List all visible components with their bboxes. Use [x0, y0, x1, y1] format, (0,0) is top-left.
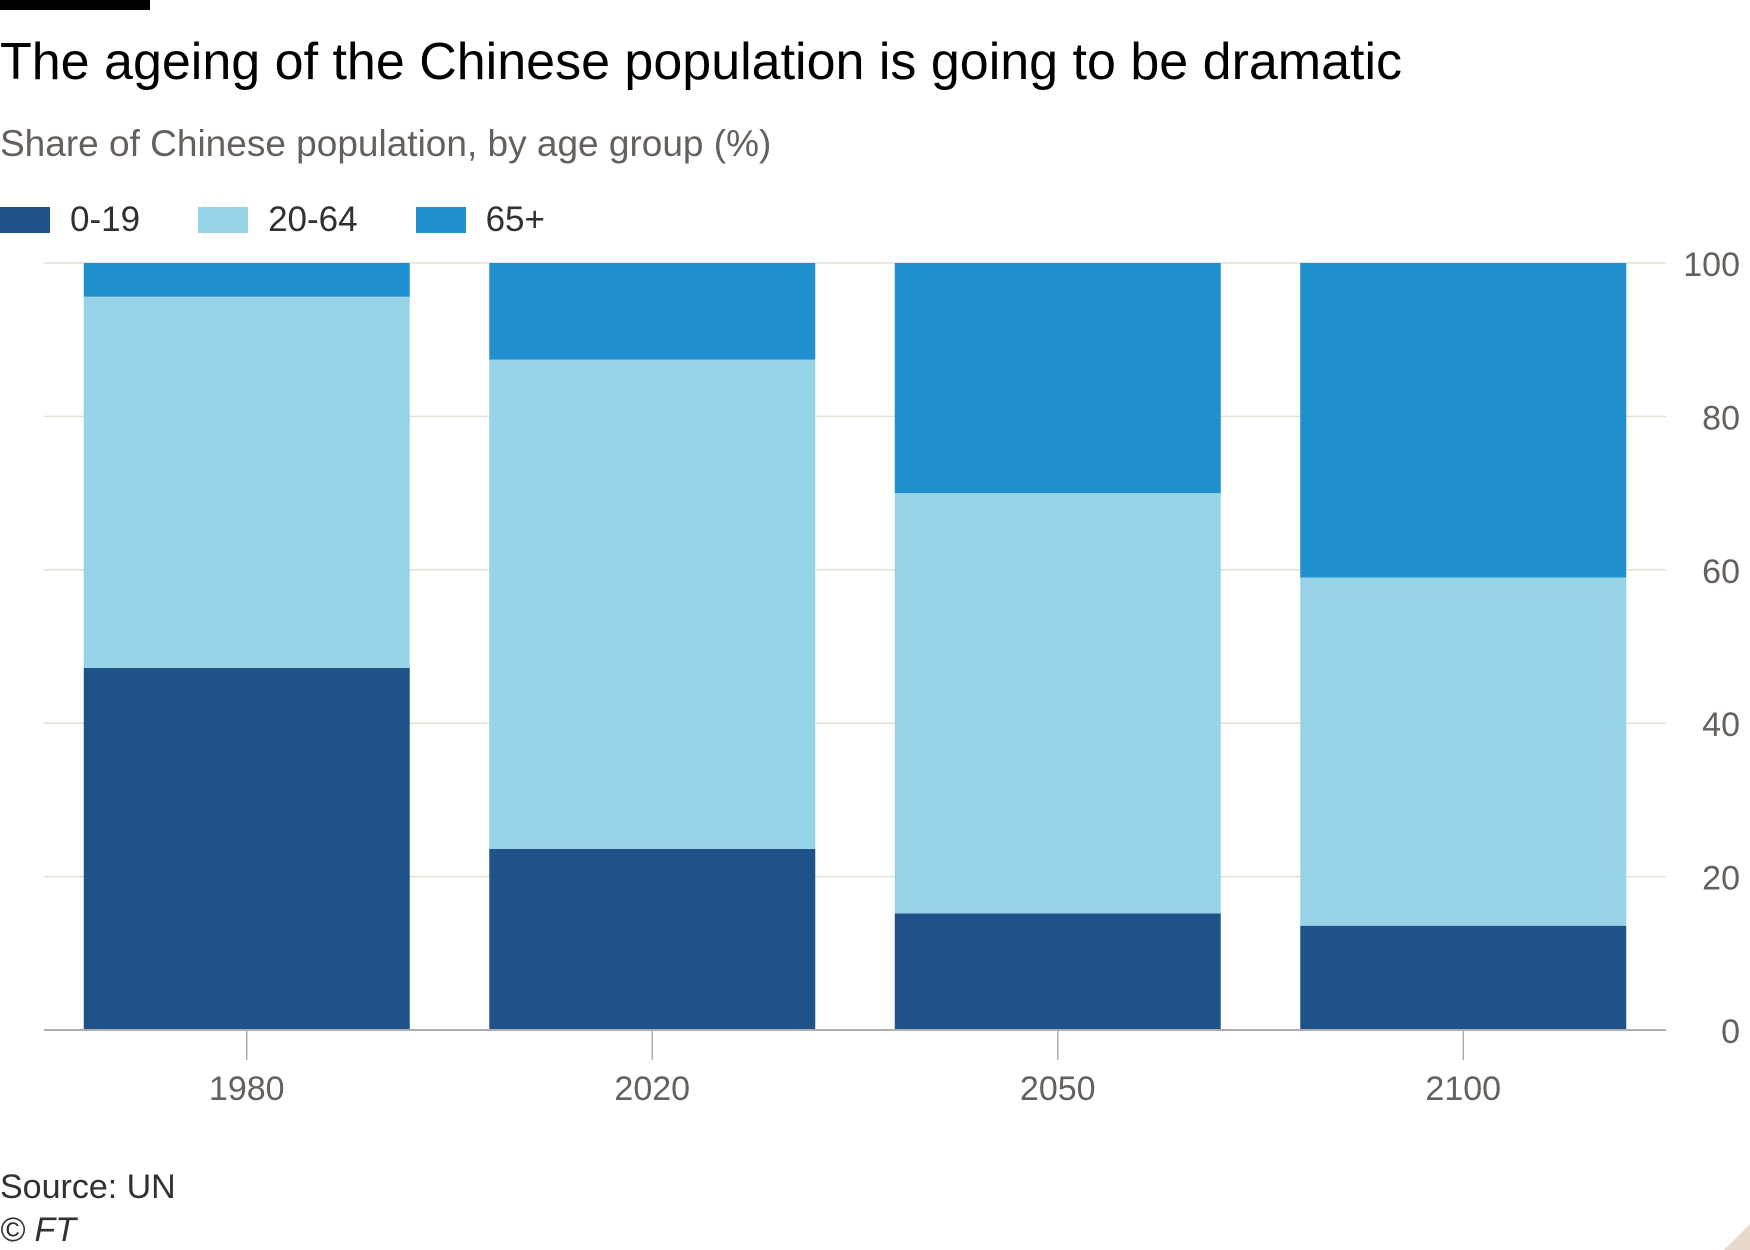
- top-rule: [0, 0, 150, 10]
- bar-2100-65-plus: [1300, 263, 1627, 578]
- bar-2020-0-19: [489, 848, 816, 1030]
- bar-2100-0-19: [1300, 925, 1627, 1030]
- x-tick-label-2050: 2050: [1020, 1070, 1096, 1108]
- y-tick-label-60: 60: [1702, 553, 1740, 591]
- y-tick-label-40: 40: [1702, 706, 1740, 744]
- corner-mark: [1724, 1224, 1750, 1250]
- legend-swatch-65-plus: [415, 207, 466, 233]
- source-note: Source: UN: [0, 1168, 176, 1206]
- legend-swatch-0-19: [0, 207, 50, 233]
- legend-label-20-64: 20-64: [268, 200, 358, 239]
- y-tick-label-20: 20: [1702, 860, 1740, 898]
- bar-2020-20-64: [489, 359, 816, 849]
- bar-2020-65-plus: [489, 263, 816, 360]
- chart-title: The ageing of the Chinese population is …: [0, 33, 1403, 91]
- legend-label-0-19: 0-19: [70, 200, 141, 239]
- legend-swatch-20-64: [198, 207, 249, 233]
- bar-2050-65-plus: [894, 263, 1221, 494]
- chart-subtitle: Share of Chinese population, by age grou…: [0, 123, 772, 164]
- x-tick-label-2020: 2020: [614, 1070, 690, 1108]
- legend-item-20-64: 20-64: [198, 200, 358, 240]
- legend-item-65-plus: 65+: [415, 200, 545, 240]
- ft-credit: © FT: [0, 1211, 77, 1249]
- legend: 0-19 20-64 65+: [0, 196, 603, 244]
- bar-1980-0-19: [83, 667, 410, 1030]
- bar-2050-0-19: [894, 913, 1221, 1030]
- y-tick-label-0: 0: [1721, 1013, 1740, 1051]
- bar-1980-65-plus: [83, 263, 410, 297]
- y-tick-label-80: 80: [1702, 399, 1740, 437]
- stacked-bar-chart: 0 20 40 60 80 100 1980 2020 2050 2100: [44, 246, 1740, 1108]
- legend-item-0-19: 0-19: [0, 200, 140, 240]
- bar-2050-20-64: [894, 493, 1221, 914]
- x-tick-label-1980: 1980: [209, 1070, 285, 1108]
- legend-label-65-plus: 65+: [485, 200, 545, 239]
- y-tick-label-100: 100: [1683, 246, 1740, 284]
- x-tick-label-2100: 2100: [1425, 1070, 1501, 1108]
- bar-2100-20-64: [1300, 577, 1627, 926]
- bar-1980-20-64: [83, 296, 410, 668]
